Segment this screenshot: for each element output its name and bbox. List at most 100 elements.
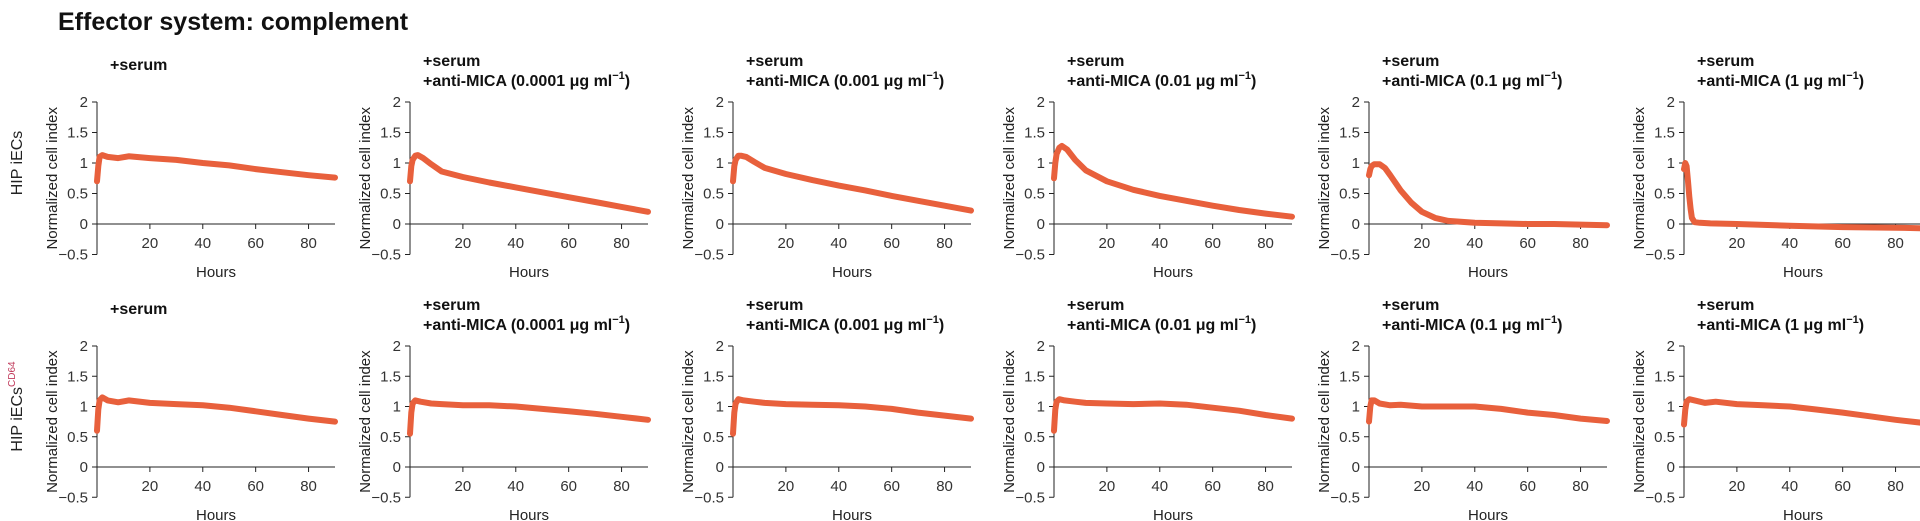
panel-title-line1: +serum: [746, 297, 803, 314]
x-tick-label: 60: [1519, 478, 1536, 495]
y-tick-label: 2: [393, 338, 401, 355]
x-tick-label: 20: [1099, 235, 1116, 252]
y-tick-label: 1: [80, 155, 88, 172]
y-tick-label: 2: [1037, 94, 1045, 111]
x-axis-label: Hours: [196, 507, 236, 521]
y-tick-label: 1: [716, 399, 724, 416]
panel-title-line1: +serum: [110, 301, 167, 318]
panel-title-text: +serum: [1067, 53, 1124, 70]
x-tick-label: 20: [1414, 478, 1431, 495]
series-line: [94, 394, 338, 434]
x-tick-label: 20: [1414, 235, 1431, 252]
panel-title-text: +anti-MICA (1 μg ml: [1697, 317, 1846, 334]
x-tick-label: 40: [1466, 235, 1483, 252]
x-tick-label: 20: [1729, 478, 1746, 495]
y-tick-label: 1.5: [703, 125, 724, 142]
y-tick-label: 2: [716, 338, 724, 355]
x-tick-label: 40: [194, 478, 211, 495]
x-axis-label: Hours: [832, 264, 872, 281]
series-line: [730, 396, 974, 437]
series-line: [94, 152, 338, 185]
row-label-text: HIP iECs: [9, 387, 26, 452]
panel-title-close-paren: ): [1557, 317, 1562, 334]
x-tick-label: 20: [455, 478, 472, 495]
y-tick-label: 1: [393, 155, 401, 172]
panel-title-text: +anti-MICA (0.0001 μg ml: [423, 73, 612, 90]
y-tick-label: 2: [1352, 94, 1360, 111]
panel-title-text: +serum: [1382, 297, 1439, 314]
panel-title-close-paren: ): [625, 317, 630, 334]
panel-title-text: +anti-MICA (0.001 μg ml: [746, 317, 926, 334]
panel-title-line1: +serum: [1697, 53, 1754, 70]
y-axis-label: Normalized cell index: [44, 106, 61, 249]
panel-title-unit-exponent: −1: [1846, 70, 1859, 82]
panel-title-close-paren: ): [625, 73, 630, 90]
panel-title-line2: +anti-MICA (0.1 μg ml−1): [1382, 314, 1562, 334]
x-tick-label: 80: [1257, 478, 1274, 495]
y-tick-label: 1.5: [1654, 125, 1675, 142]
panel-title-text: +serum: [110, 57, 167, 74]
panel-title-line1: +serum: [423, 297, 480, 314]
x-tick-label: 20: [142, 478, 159, 495]
y-tick-label: 0.5: [380, 186, 401, 203]
panel-title-line2: +anti-MICA (0.1 μg ml−1): [1382, 70, 1562, 90]
panel-title-text: +serum: [110, 301, 167, 318]
x-tick-label: 60: [1834, 235, 1851, 252]
y-tick-label: 1.5: [1024, 125, 1045, 142]
y-axis-label: Normalized cell index: [357, 106, 374, 249]
y-tick-label: 0: [1037, 216, 1045, 233]
y-axis-label: Normalized cell index: [44, 350, 61, 493]
panel-title-text: +anti-MICA (0.1 μg ml: [1382, 73, 1545, 90]
y-tick-label: 1: [1667, 155, 1675, 172]
x-axis-label: Hours: [832, 507, 872, 521]
panel-title-unit-exponent: −1: [612, 70, 625, 82]
x-tick-label: 80: [613, 235, 630, 252]
panel-r0-c2: +serum+anti-MICA (0.001 μg ml−1)−0.500.5…: [680, 53, 974, 281]
y-axis-label: Normalized cell index: [1001, 350, 1018, 493]
y-tick-label: 1.5: [1339, 125, 1360, 142]
y-tick-label: 0: [393, 459, 401, 476]
y-tick-label: 1: [393, 399, 401, 416]
x-axis-label: Hours: [1468, 264, 1508, 281]
panel-title-line2: +anti-MICA (1 μg ml−1): [1697, 314, 1864, 334]
series-line: [730, 152, 974, 214]
y-tick-label: 2: [1667, 338, 1675, 355]
panel-title-line1: +serum: [423, 53, 480, 70]
panel-title-unit-exponent: −1: [1238, 70, 1251, 82]
panel-title-text: +serum: [1382, 53, 1439, 70]
x-tick-label: 20: [778, 235, 795, 252]
panel-title-line2: +anti-MICA (0.01 μg ml−1): [1067, 314, 1256, 334]
panel-r1-c2: +serum+anti-MICA (0.001 μg ml−1)−0.500.5…: [680, 297, 974, 521]
y-tick-label: 1.5: [1339, 368, 1360, 385]
y-tick-label: 0.5: [1654, 429, 1675, 446]
x-tick-label: 40: [194, 235, 211, 252]
x-tick-label: 20: [1729, 235, 1746, 252]
y-tick-label: 0.5: [380, 429, 401, 446]
y-tick-label: −0.5: [694, 247, 724, 264]
y-tick-label: 1.5: [67, 125, 88, 142]
panel-title-line1: +serum: [1382, 53, 1439, 70]
x-tick-label: 60: [560, 235, 577, 252]
panel-title-close-paren: ): [1251, 73, 1256, 90]
x-tick-label: 40: [507, 478, 524, 495]
x-tick-label: 40: [830, 235, 847, 252]
y-axis-label: Normalized cell index: [1001, 106, 1018, 249]
panel-r1-c5: +serum+anti-MICA (1 μg ml−1)−0.500.511.5…: [1631, 297, 1920, 521]
x-tick-label: 80: [1887, 235, 1904, 252]
y-tick-label: −0.5: [1645, 247, 1675, 264]
x-tick-label: 80: [613, 478, 630, 495]
x-axis-label: Hours: [1468, 507, 1508, 521]
x-tick-label: 40: [1781, 478, 1798, 495]
x-tick-label: 80: [1572, 478, 1589, 495]
y-tick-label: 1.5: [67, 368, 88, 385]
y-tick-label: 1.5: [1654, 368, 1675, 385]
y-axis-label: Normalized cell index: [1631, 350, 1648, 493]
series-line: [1366, 397, 1610, 425]
series-line: [1681, 160, 1920, 232]
x-tick-label: 80: [300, 478, 317, 495]
panel-title-close-paren: ): [1859, 317, 1864, 334]
y-tick-label: 0.5: [1339, 186, 1360, 203]
y-tick-label: 0: [1667, 459, 1675, 476]
